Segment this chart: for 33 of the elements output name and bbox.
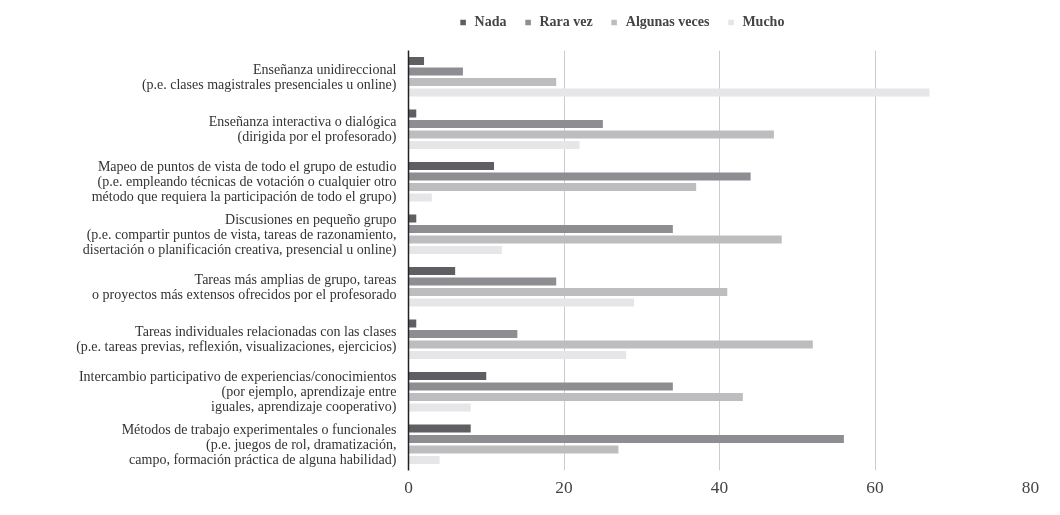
bar	[408, 435, 844, 443]
legend-label: Rara vez	[539, 14, 593, 30]
bar	[408, 183, 697, 191]
y-tick-label: Enseñanza interactiva o dialógica (dirigida por el profesorado)	[208, 114, 398, 146]
x-tick-label: 20	[555, 477, 573, 497]
bar	[408, 246, 502, 254]
y-tick-label: Mapeo de puntos de vista de todo el grupo de estudio (p.e. empleando técnicas de votación o cualquier otro método que requiera la participación de todo el grupo)	[91, 159, 397, 206]
bar	[408, 141, 580, 149]
bar	[408, 57, 425, 65]
bar	[408, 120, 603, 128]
bar	[408, 393, 743, 401]
legend-label: Algunas veces	[625, 14, 710, 30]
bar	[408, 225, 673, 233]
bar	[408, 330, 518, 338]
bar	[408, 78, 557, 86]
y-tick-label: Discusiones en pequeño grupo (p.e. compartir puntos de vista, tareas de razonamiento, disertación o planificación creativa, presencial u online)	[82, 211, 397, 258]
x-tick-label: 80	[1021, 477, 1040, 497]
bar	[408, 267, 456, 275]
bar	[408, 456, 440, 464]
bar	[408, 372, 487, 380]
y-tick-label: Métodos de trabajo experimentales o funcionales (p.e. juegos de rol, dramatización, campo, formación práctica de alguna habilidad)	[121, 421, 397, 468]
legend-label: Nada	[474, 14, 507, 30]
bar	[408, 162, 495, 170]
bar	[408, 351, 627, 359]
x-tick-label: 40	[710, 477, 729, 497]
x-tick-label: 60	[866, 477, 884, 497]
y-tick-label: Tareas individuales relacionadas con las clases (p.e. tareas previas, reflexión, visualizaciones, ejercicios)	[76, 324, 397, 356]
y-tick-label: Tareas más amplias de grupo, tareas o proyectos más extensos ofrecidos por el profesorado	[92, 271, 397, 302]
y-tick-label: Enseñanza unidireccional (p.e. clases magistrales presenciales u online)	[141, 61, 397, 93]
y-tick-label: Intercambio participativo de experiencias/conocimientos (por ejemplo, aprendizaje entre iguales, aprendizaje cooperativo)	[78, 369, 397, 416]
x-tick-label: 0	[404, 477, 413, 497]
bar	[408, 288, 728, 296]
legend-label: Mucho	[742, 14, 785, 30]
